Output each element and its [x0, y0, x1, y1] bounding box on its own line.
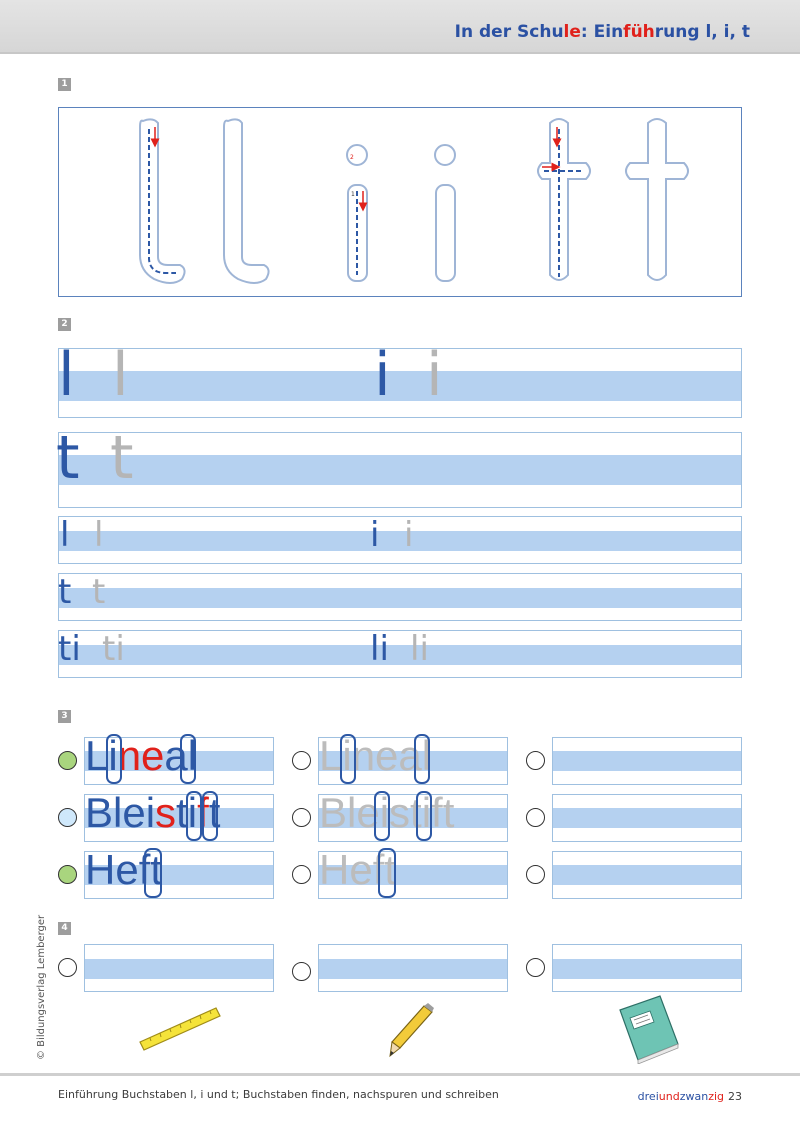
task-number-2: 2: [58, 318, 71, 331]
letter-t-outline: [625, 118, 689, 281]
letter-highlight: [202, 791, 218, 841]
letter-t-traced: [537, 118, 591, 281]
page-number: dreiundzwanzig 23: [637, 1090, 742, 1103]
writing-line-row-5: [58, 630, 742, 678]
letter-i-traced: [346, 144, 368, 282]
answer-circle[interactable]: [292, 962, 311, 981]
header-bar: [0, 0, 800, 54]
pencil-icon: [389, 1003, 434, 1058]
word-line: [84, 737, 274, 785]
word-write-line[interactable]: [84, 944, 274, 992]
model-letter: l: [58, 340, 75, 410]
word-line: [84, 794, 274, 842]
tracing-panel: [58, 107, 742, 297]
task-number-4: 4: [58, 922, 71, 935]
notebook-icon: [619, 995, 679, 1064]
trace-letter: t: [110, 423, 134, 493]
letter-highlight: [340, 734, 356, 784]
page-title: In der Schule: Einführung l, i, t: [454, 22, 750, 42]
answer-circle[interactable]: [526, 865, 545, 884]
word-line: [84, 851, 274, 899]
answer-circle[interactable]: [58, 751, 77, 770]
letter-l-traced: [139, 118, 186, 284]
model-letter: i: [374, 340, 391, 410]
copyright: © Bildungsverlag Lemberger: [36, 914, 47, 1060]
trace-letter: i: [426, 340, 443, 410]
letter-highlight: [416, 791, 432, 841]
model-letter: t: [56, 423, 80, 493]
word-line: [318, 737, 508, 785]
word-write-line[interactable]: [552, 851, 742, 899]
task-number-1: 1: [58, 78, 71, 91]
answer-circle[interactable]: [58, 808, 77, 827]
model-letter: l: [60, 515, 70, 555]
writing-line-row-3: [58, 516, 742, 564]
answer-circle[interactable]: [526, 808, 545, 827]
trace-letter: ti: [102, 629, 125, 669]
letter-highlight: [106, 734, 122, 784]
letter-highlight: [374, 791, 390, 841]
letter-l-outline: [223, 118, 270, 284]
word-write-line[interactable]: [552, 737, 742, 785]
trace-letter: t: [92, 572, 106, 612]
letter-highlight: [378, 848, 396, 898]
trace-letter: i: [404, 515, 414, 555]
answer-circle[interactable]: [526, 751, 545, 770]
answer-circle[interactable]: [292, 751, 311, 770]
word-heft-trace: Heft: [319, 846, 397, 893]
trace-letter: l: [112, 340, 129, 410]
answer-circle[interactable]: [58, 958, 77, 977]
letter-highlight: [414, 734, 430, 784]
model-letter: i: [370, 515, 380, 555]
footer-text: Einführung Buchstaben l, i und t; Buchst…: [58, 1088, 499, 1101]
trace-letter: li: [410, 629, 429, 669]
footer-divider: [0, 1073, 800, 1076]
letter-i-outline: [434, 144, 456, 282]
model-letter: t: [58, 572, 72, 612]
word-lineal-trace: Lineal: [319, 732, 432, 779]
answer-circle[interactable]: [526, 958, 545, 977]
word-write-line[interactable]: [318, 944, 508, 992]
answer-circle[interactable]: [292, 808, 311, 827]
letter-highlight: [144, 848, 162, 898]
model-letter: li: [370, 629, 389, 669]
task-number-3: 3: [58, 710, 71, 723]
word-line: [318, 794, 508, 842]
letter-tracing-figure: 2 1: [139, 118, 689, 284]
word-write-line[interactable]: [552, 794, 742, 842]
writing-line-row-4: [58, 573, 742, 621]
ruler-icon: [139, 1007, 221, 1051]
stroke-number: 1: [351, 191, 355, 198]
writing-line-row-1: [58, 348, 742, 418]
word-line: [318, 851, 508, 899]
trace-letter: l: [94, 515, 104, 555]
answer-circle[interactable]: [292, 865, 311, 884]
letter-highlight: [186, 791, 202, 841]
stroke-number: 2: [350, 154, 354, 161]
writing-line-row-2: [58, 432, 742, 508]
letter-highlight: [180, 734, 196, 784]
word-write-line[interactable]: [552, 944, 742, 992]
answer-circle[interactable]: [58, 865, 77, 884]
model-letter: ti: [58, 629, 81, 669]
